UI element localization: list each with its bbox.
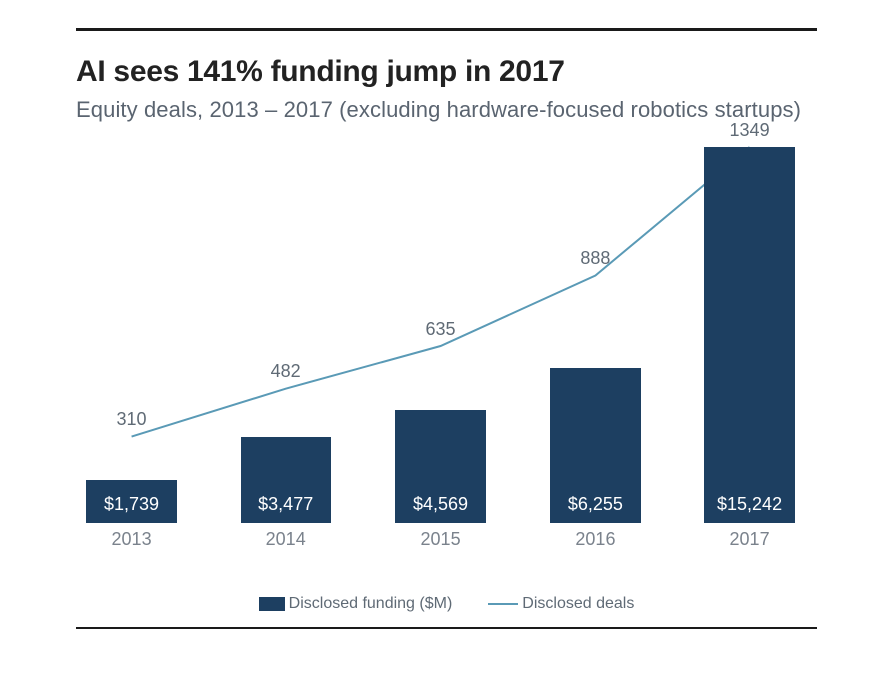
x-tick: 2013 xyxy=(112,529,152,550)
line-value-label: 1349 xyxy=(730,120,770,141)
line-value-label: 888 xyxy=(580,248,610,269)
bar-2013: $1,739 xyxy=(86,480,176,523)
legend-item-deals: Disclosed deals xyxy=(488,595,634,613)
legend-label-funding: Disclosed funding ($M) xyxy=(289,595,453,613)
bar-2017: $15,242 xyxy=(704,147,794,523)
legend: Disclosed funding ($M) Disclosed deals xyxy=(76,595,817,613)
bar-2015: $4,569 xyxy=(395,410,485,523)
legend-swatch-line xyxy=(488,603,518,605)
x-tick: 2014 xyxy=(266,529,306,550)
legend-label-deals: Disclosed deals xyxy=(522,595,634,613)
bar-value-label: $6,255 xyxy=(550,494,640,515)
legend-item-funding: Disclosed funding ($M) xyxy=(259,595,453,613)
bar-2014: $3,477 xyxy=(241,437,331,523)
line-value-label: 482 xyxy=(271,361,301,382)
bottom-rule xyxy=(76,627,817,629)
line-value-label: 310 xyxy=(117,409,147,430)
bar-2016: $6,255 xyxy=(550,368,640,522)
bar-value-label: $3,477 xyxy=(241,494,331,515)
top-rule xyxy=(76,28,817,31)
line-series xyxy=(132,147,750,437)
chart-title: AI sees 141% funding jump in 2017 xyxy=(76,55,817,89)
chart-area: $1,739 2013 $3,477 2014 $4,569 2015 $6,255 2016… xyxy=(76,131,817,551)
x-tick: 2017 xyxy=(730,529,770,550)
x-tick: 2016 xyxy=(575,529,615,550)
chart-subtitle: Equity deals, 2013 – 2017 (excluding har… xyxy=(76,95,817,125)
x-tick: 2015 xyxy=(421,529,461,550)
chart-card: AI sees 141% funding jump in 2017 Equity… xyxy=(0,0,893,629)
line-value-label: 635 xyxy=(426,319,456,340)
legend-swatch-bar xyxy=(259,597,285,611)
bar-value-label: $15,242 xyxy=(704,494,794,515)
plot-area: $1,7392013$3,4772014$4,5692015$6,2552016… xyxy=(76,147,817,523)
bar-value-label: $4,569 xyxy=(395,494,485,515)
bar-value-label: $1,739 xyxy=(86,494,176,515)
